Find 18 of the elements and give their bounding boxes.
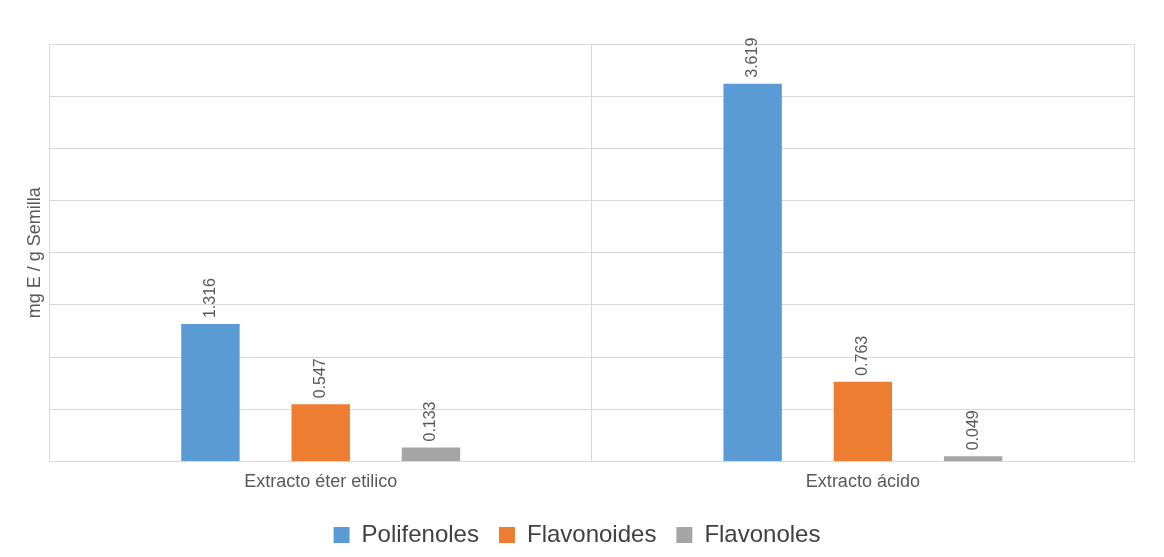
data-label: 0.049: [963, 410, 981, 451]
legend-label: Flavonoides: [526, 519, 657, 547]
bar: [401, 447, 461, 461]
data-label: 0.133: [421, 401, 439, 442]
legend-label: Flavonoles: [704, 519, 821, 547]
x-tick-label: Extracto éter etilico: [244, 471, 398, 492]
bar: [723, 83, 782, 461]
data-label: 0.547: [311, 358, 329, 399]
bar: [291, 404, 350, 461]
legend-label: Polifenoles: [361, 519, 479, 547]
bar: [833, 381, 893, 461]
y-axis-title: mg E / g Semilla: [23, 186, 44, 319]
data-label: 0.763: [853, 335, 871, 376]
data-label: 1.316: [200, 277, 218, 319]
bar: [943, 456, 1003, 461]
data-label: 3.619: [743, 37, 761, 78]
bar: [181, 324, 240, 461]
x-tick-label: Extracto ácido: [805, 471, 920, 492]
